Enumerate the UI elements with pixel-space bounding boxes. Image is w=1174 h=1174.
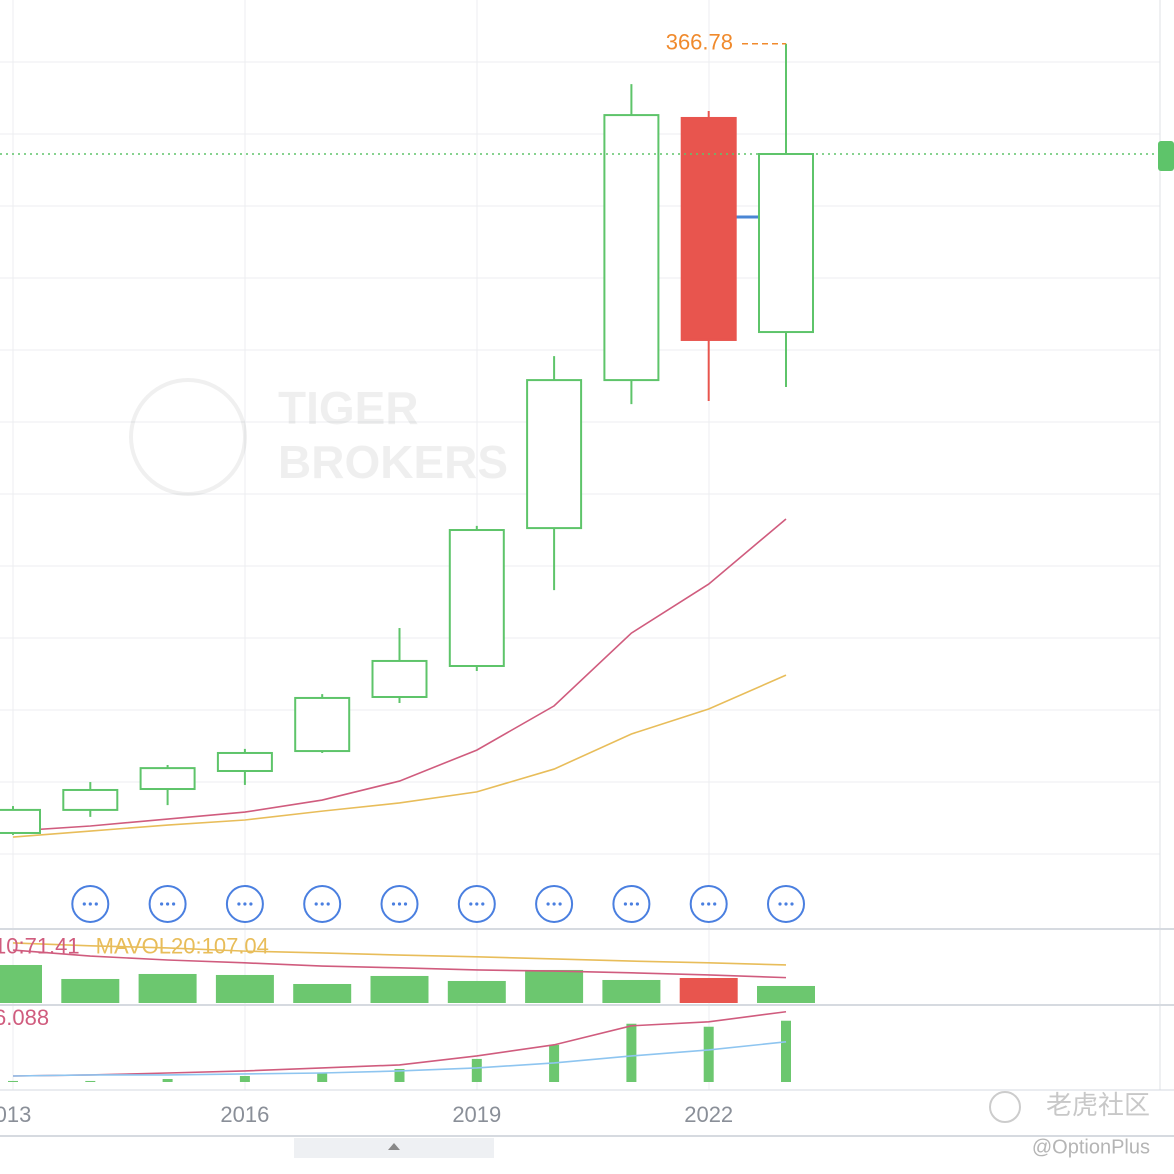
event-dot [326,902,330,906]
event-dot [629,902,634,906]
bar [138,973,197,1003]
x-tick-label: 2019 [452,1102,501,1127]
bar [703,1026,714,1082]
bar [679,977,738,1003]
event-dot [314,902,318,906]
event-dot [94,902,98,906]
ma-line [12,942,787,966]
bar [394,1068,405,1082]
bar [626,1023,637,1082]
scroll-arrow[interactable] [388,1143,400,1150]
event-dot [778,902,782,906]
bar [370,975,429,1003]
ma-line [12,674,787,838]
candle-body [216,751,273,772]
bar [525,969,584,1003]
event-dot [701,902,705,906]
bar [61,978,120,1003]
candle-body [294,696,351,753]
event-dot [82,902,86,906]
event-dot [552,902,556,906]
event-dot [546,902,550,906]
price-tag [1158,141,1174,171]
bar [0,964,42,1003]
watermark-text: TIGER [278,382,419,434]
event-dot [391,902,396,906]
event-dot [469,902,473,906]
candle-body [62,788,119,811]
bar [471,1058,482,1082]
candle-body [680,116,737,341]
event-dot [243,902,247,906]
event-dot [397,902,402,906]
community-logo [989,1091,1021,1123]
bar [757,985,815,1003]
event-dot [160,902,164,906]
event-dot [403,902,408,906]
ma-line [12,518,787,832]
event-dot [623,902,628,906]
high-label: 366.78 [666,30,733,55]
event-dot [320,902,324,906]
event-dot [790,902,794,906]
indicator-label: MAVOL20:107.04 [96,933,269,958]
bar [239,1076,250,1082]
watermark-text: BROKERS [278,436,508,488]
community-watermark: 老虎社区 [1046,1090,1150,1120]
indicator-label: 6.088 [0,1005,49,1030]
bar [215,974,274,1003]
event-dot [166,902,170,906]
bar [293,983,352,1003]
ma-line [12,949,787,979]
bar [781,1020,791,1082]
candle-body [0,808,41,834]
author-watermark: @OptionPlus [1032,1136,1150,1158]
event-dot [88,902,92,906]
ma-line [12,1010,787,1077]
event-dot [249,902,253,906]
event-dot [707,902,711,906]
event-dot [172,902,176,906]
watermark-logo: TIGER BROKERS [129,378,508,496]
bar [8,1080,18,1082]
bar [85,1080,96,1082]
x-tick-label: 2022 [684,1102,733,1127]
candle-body [371,659,428,698]
event-dot [784,902,788,906]
ma-line [12,1041,787,1077]
event-dot [635,902,640,906]
x-tick-label: 2016 [220,1102,269,1127]
event-dot [558,902,562,906]
bar [447,980,506,1003]
candle-body [526,379,583,530]
indicator-label: 10:71.41 [0,933,80,958]
x-tick-label: 013 [0,1102,31,1127]
bar [317,1073,328,1082]
candle-body [603,114,660,382]
candle-body [139,767,196,791]
event-dot [481,902,485,906]
candle-body [758,153,814,334]
bar [162,1079,173,1082]
event-dot [475,902,479,906]
event-dot [713,902,717,906]
event-dot [237,902,241,906]
candle-body [448,529,505,668]
bar [602,979,661,1003]
